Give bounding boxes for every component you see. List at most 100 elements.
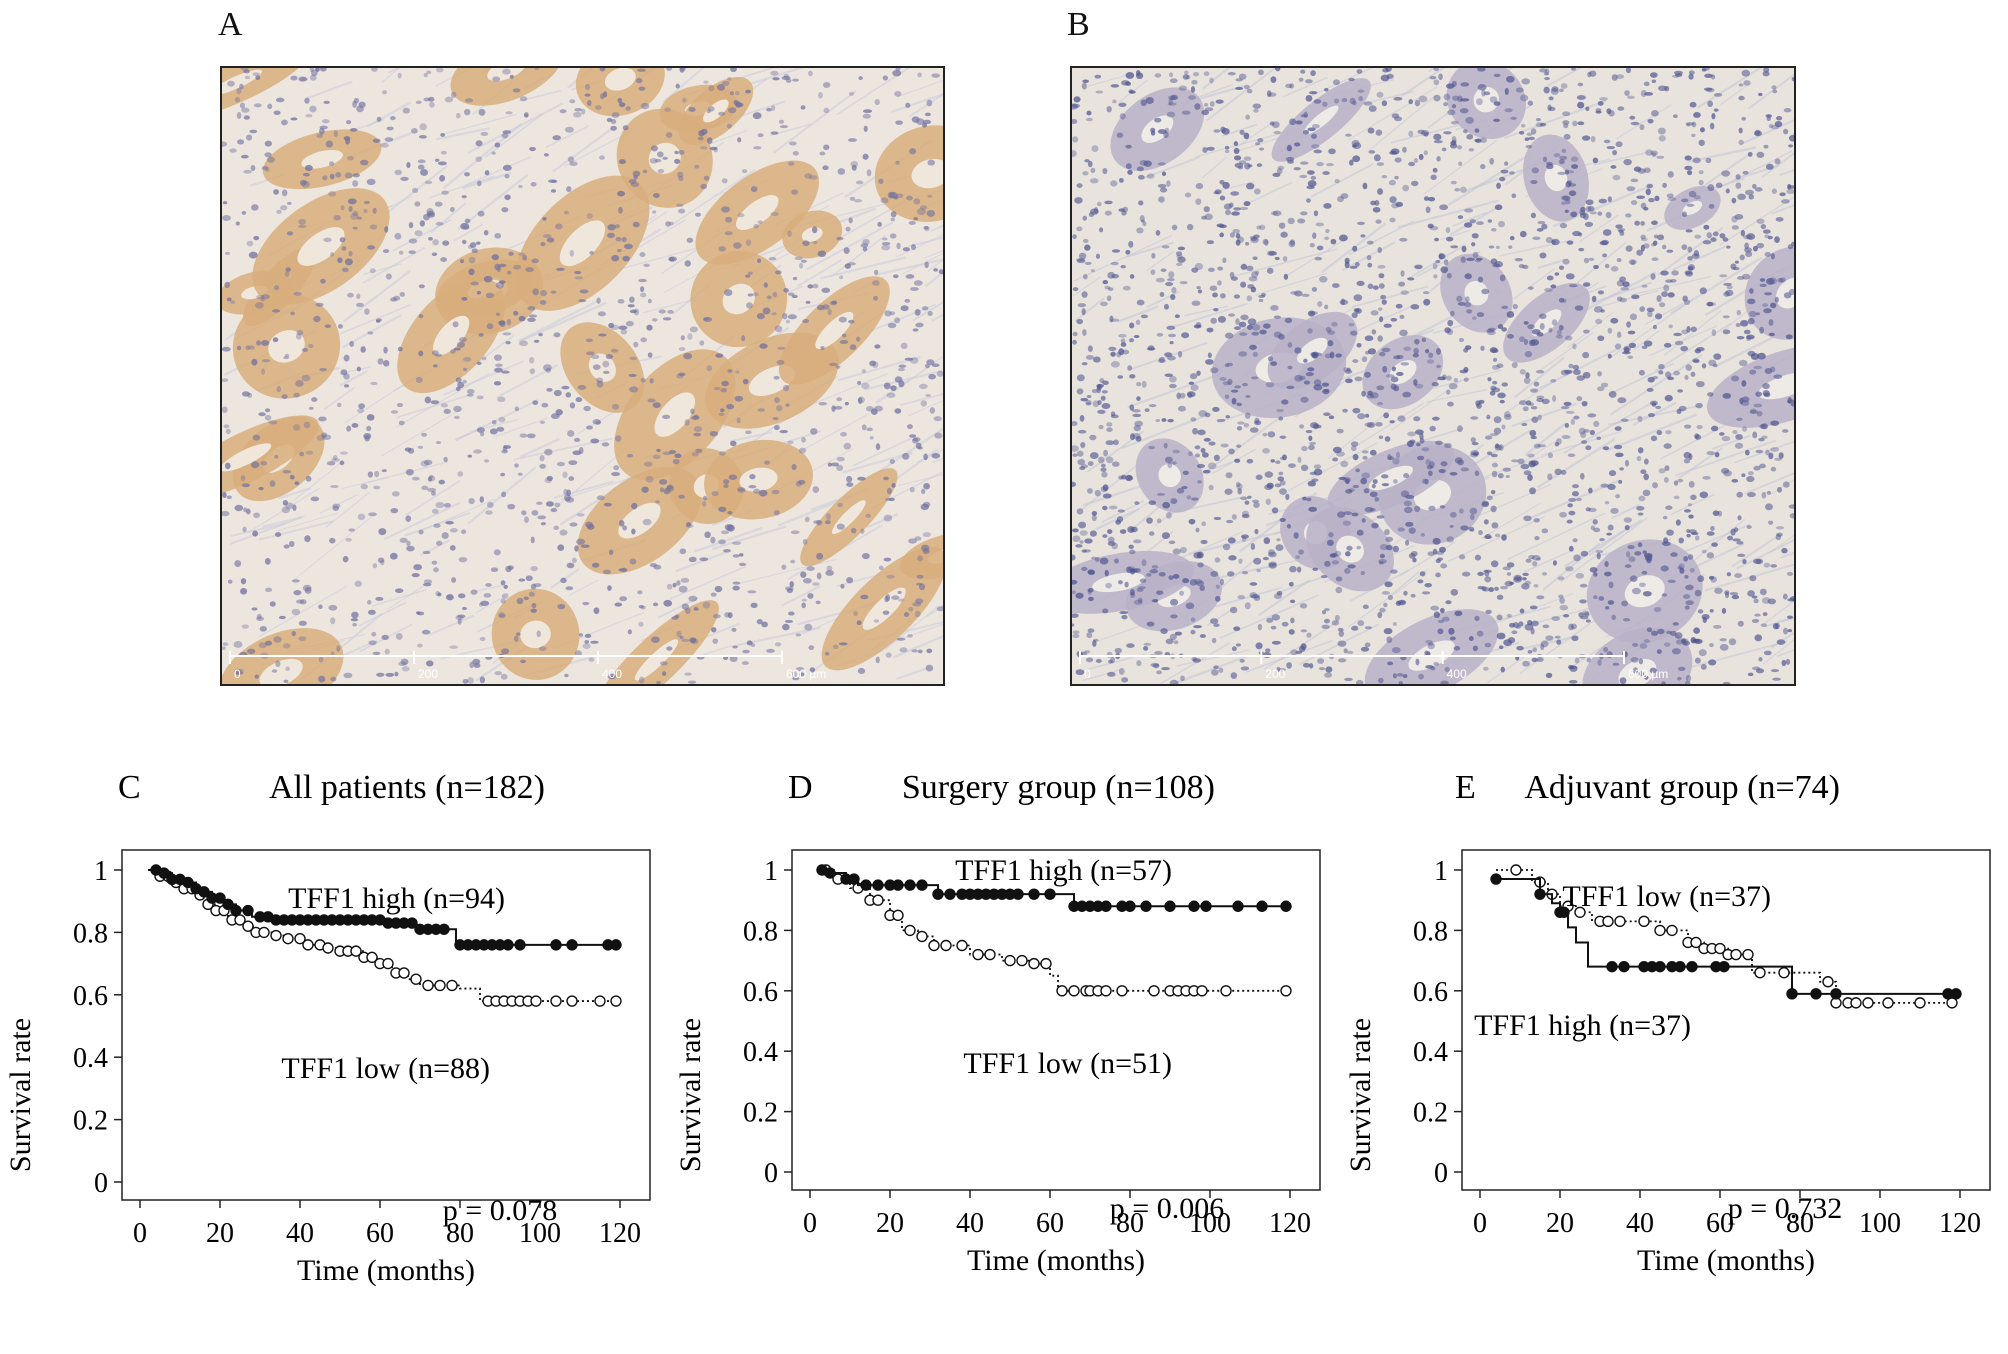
y-axis-label: Survival rate xyxy=(674,1018,707,1172)
censor-marker-high xyxy=(182,876,194,889)
censor-marker-high xyxy=(872,879,884,891)
series-label-low: TFF1 low (n=37) xyxy=(1562,880,1771,913)
censor-marker-high xyxy=(824,867,836,879)
plot-frame xyxy=(1461,849,1991,1191)
micrograph-b: 0 200 400 600 µm xyxy=(1070,66,1796,686)
x-tick-label: 40 xyxy=(956,1208,984,1239)
censor-marker-high xyxy=(438,923,450,935)
censor-marker-low xyxy=(904,924,916,937)
censor-marker-high xyxy=(1606,960,1618,973)
y-axis-label: Survival rate xyxy=(4,1018,37,1172)
p-value: p = 0.078 xyxy=(443,1194,557,1227)
y-tick-label: 0.6 xyxy=(1413,977,1448,1008)
x-tick-label: 0 xyxy=(1473,1208,1487,1239)
micrograph-b-scale-tick-label: 400 xyxy=(1447,667,1467,681)
y-tick-label: 0.2 xyxy=(743,1098,778,1129)
censor-marker-high xyxy=(1256,900,1268,912)
censor-marker-high xyxy=(1534,888,1546,900)
censor-marker-high xyxy=(860,879,872,891)
censor-marker-high xyxy=(1950,988,1962,1000)
censor-marker-high xyxy=(566,939,578,951)
censor-marker-low xyxy=(1730,948,1742,961)
censor-marker-low xyxy=(566,995,578,1007)
x-tick-label: 0 xyxy=(803,1208,817,1239)
x-tick-label: 60 xyxy=(1036,1208,1064,1239)
censor-marker-high xyxy=(1718,960,1730,973)
y-tick-label: 1 xyxy=(1434,856,1448,887)
x-tick-label: 80 xyxy=(1786,1208,1814,1239)
y-tick-label: 0 xyxy=(764,1158,778,1189)
censor-marker-high xyxy=(892,879,904,891)
censor-marker-low xyxy=(1602,915,1614,928)
censor-marker-low xyxy=(434,979,446,992)
y-tick-label: 1 xyxy=(94,856,108,887)
micrograph-a-image: 0 200 400 600 µm xyxy=(222,68,943,684)
censor-marker-low xyxy=(282,932,294,945)
censor-marker-low xyxy=(1654,924,1666,937)
censor-marker-low xyxy=(1510,864,1522,876)
censor-marker-low xyxy=(366,951,378,964)
censor-marker-low xyxy=(322,942,334,954)
km-plot-c: C All patients (n=182) 0 0.2 0.4 0.6 0.8 1 0 20 40… xyxy=(0,760,660,1354)
micrograph-a-scale-tick-label: 600 µm xyxy=(786,667,826,681)
x-tick-label: 0 xyxy=(133,1218,147,1249)
micrograph-a-scale-tick-label: 0 xyxy=(234,667,241,681)
panel-label-a: A xyxy=(218,6,243,43)
censor-marker-low xyxy=(1754,966,1766,979)
censor-marker-low xyxy=(1148,985,1160,997)
censor-marker-high xyxy=(1490,873,1502,885)
censor-marker-high xyxy=(1140,900,1152,912)
censor-marker-low xyxy=(610,995,622,1007)
x-tick-label: 80 xyxy=(1116,1208,1144,1239)
censor-marker-low xyxy=(270,929,282,942)
censor-marker-low xyxy=(1068,985,1080,997)
censor-marker-low xyxy=(1714,942,1726,955)
censor-marker-high xyxy=(904,879,916,891)
censor-marker-low xyxy=(350,945,362,957)
censor-marker-low xyxy=(1882,997,1894,1009)
km-plot-c-svg: C All patients (n=182) 0 0.2 0.4 0.6 0.8 1 0 20 40… xyxy=(4,769,651,1287)
x-tick-label: 40 xyxy=(286,1218,314,1249)
censor-marker-high xyxy=(1164,900,1176,912)
censor-marker-high xyxy=(198,886,210,898)
y-tick-label: 0.6 xyxy=(743,977,778,1008)
censor-marker-low xyxy=(234,914,246,926)
micrograph-b-scale-tick-label: 200 xyxy=(1265,667,1285,681)
censor-marker-low xyxy=(892,909,904,922)
censor-marker-high xyxy=(1654,960,1666,973)
series-label-low: TFF1 low (n=51) xyxy=(963,1047,1172,1080)
censor-marker-low xyxy=(916,930,928,943)
censor-marker-high xyxy=(932,888,944,900)
censor-marker-low xyxy=(446,979,458,992)
censor-marker-low xyxy=(1638,915,1650,928)
censor-marker-high xyxy=(1810,988,1822,1000)
censor-marker-low xyxy=(1004,954,1016,967)
censor-marker-high xyxy=(406,917,418,929)
censor-marker-high xyxy=(1830,988,1842,1000)
y-tick-label: 0.6 xyxy=(73,981,108,1012)
x-tick-label: 60 xyxy=(1706,1208,1734,1239)
x-axis-label: Time (months) xyxy=(1637,1244,1815,1277)
y-tick-label: 0.2 xyxy=(73,1106,108,1137)
km-plot-d-svg: D Surgery group (n=108) 0 0.2 0.4 0.6 0.8 1 0 20 4… xyxy=(674,769,1321,1277)
censor-marker-low xyxy=(1028,957,1040,970)
km-plot-d: D Surgery group (n=108) 0 0.2 0.4 0.6 0.8 1 0 20 4… xyxy=(670,760,1330,1354)
y-tick-label: 0.8 xyxy=(73,918,108,949)
y-tick-label: 0 xyxy=(1434,1158,1448,1189)
censor-marker-low xyxy=(550,995,562,1007)
x-axis-label: Time (months) xyxy=(297,1254,475,1287)
panel-label-b: B xyxy=(1067,6,1090,43)
censor-marker-low xyxy=(294,932,306,945)
censor-marker-low xyxy=(1574,906,1586,918)
y-tick-label: 0 xyxy=(94,1168,108,1199)
censor-marker-high xyxy=(1100,900,1112,912)
censor-marker-low xyxy=(422,979,434,992)
censor-marker-low xyxy=(1100,985,1112,997)
chart-title: Surgery group (n=108) xyxy=(902,769,1215,806)
censor-marker-low xyxy=(1778,966,1790,979)
censor-marker-high xyxy=(1786,988,1798,1000)
series-line-high xyxy=(1496,878,1956,995)
censor-marker-low xyxy=(1822,976,1834,988)
x-tick-label: 40 xyxy=(1626,1208,1654,1239)
x-tick-label: 120 xyxy=(599,1218,641,1249)
